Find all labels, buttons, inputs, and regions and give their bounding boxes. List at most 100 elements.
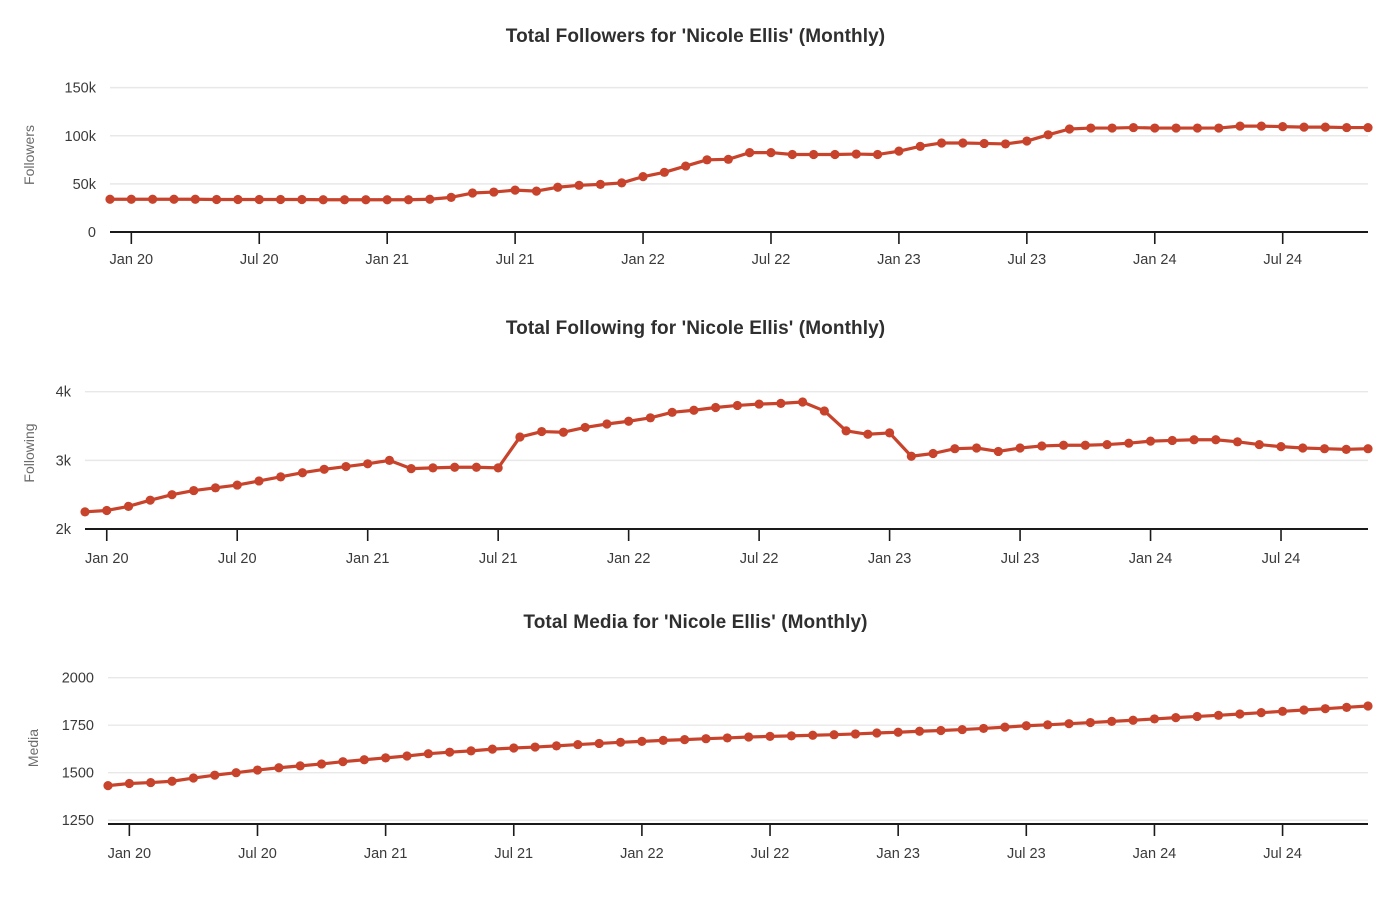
data-point[interactable] — [766, 147, 776, 158]
data-point[interactable] — [1363, 701, 1373, 711]
data-point[interactable] — [1128, 122, 1139, 133]
data-point[interactable] — [493, 463, 503, 473]
data-point[interactable] — [711, 402, 721, 413]
data-point[interactable] — [363, 459, 373, 469]
data-point[interactable] — [167, 490, 177, 500]
data-point[interactable] — [893, 727, 903, 737]
data-point[interactable] — [537, 426, 547, 437]
data-point[interactable] — [361, 195, 371, 205]
data-point[interactable] — [487, 744, 498, 754]
data-point[interactable] — [580, 422, 590, 433]
data-point[interactable] — [645, 413, 655, 423]
followers-line-chart[interactable]: 0 50k 100k 150k Followers Jan 20 Jul 20 Jan 21 J… — [0, 0, 1391, 296]
data-point[interactable] — [1107, 123, 1117, 133]
data-point[interactable] — [403, 195, 414, 205]
data-point[interactable] — [1037, 441, 1047, 451]
data-point[interactable] — [553, 182, 563, 192]
data-point[interactable] — [1342, 122, 1352, 133]
data-point[interactable] — [872, 149, 883, 160]
data-point[interactable] — [126, 194, 136, 204]
data-point[interactable] — [928, 448, 938, 459]
data-point[interactable] — [1167, 435, 1177, 446]
data-point[interactable] — [979, 138, 989, 149]
data-point[interactable] — [188, 773, 199, 783]
data-point[interactable] — [574, 180, 584, 190]
data-point[interactable] — [319, 464, 329, 474]
data-point[interactable] — [701, 734, 711, 744]
data-point[interactable] — [1064, 124, 1075, 134]
data-point[interactable] — [1192, 711, 1202, 722]
data-point[interactable] — [169, 194, 179, 204]
data-point[interactable] — [148, 194, 158, 204]
data-point[interactable] — [232, 480, 242, 490]
data-point[interactable] — [1341, 444, 1351, 454]
data-point[interactable] — [722, 733, 732, 743]
data-point[interactable] — [1299, 122, 1309, 132]
data-point[interactable] — [1214, 123, 1224, 133]
data-point[interactable] — [863, 429, 873, 439]
following-line-chart[interactable]: 2k 3k 4k Following Jan 20 Jul 20 Jan 21 Jul 21 J… — [0, 296, 1391, 592]
data-point[interactable] — [744, 732, 754, 742]
data-point[interactable] — [841, 426, 851, 436]
data-point[interactable] — [1276, 442, 1286, 452]
data-point[interactable] — [124, 778, 134, 789]
data-point[interactable] — [1058, 440, 1069, 450]
media-line-chart[interactable]: 1250 1500 1750 2000 Media Jan 20 Jul 20 Jan 21 J… — [0, 592, 1391, 917]
data-point[interactable] — [123, 501, 134, 511]
data-point[interactable] — [425, 194, 435, 204]
data-point[interactable] — [1235, 121, 1245, 131]
data-point[interactable] — [558, 427, 569, 437]
data-point[interactable] — [637, 736, 647, 746]
data-point[interactable] — [1102, 439, 1112, 450]
data-point[interactable] — [105, 194, 115, 204]
data-point[interactable] — [667, 407, 677, 417]
data-point[interactable] — [915, 141, 925, 151]
data-point[interactable] — [1000, 139, 1011, 149]
data-point[interactable] — [884, 428, 895, 438]
data-point[interactable] — [402, 751, 412, 761]
data-point[interactable] — [467, 188, 478, 198]
data-point[interactable] — [993, 446, 1003, 457]
data-point[interactable] — [1085, 717, 1095, 728]
data-point[interactable] — [530, 742, 540, 752]
data-point[interactable] — [615, 737, 626, 747]
data-point[interactable] — [297, 194, 307, 205]
data-point[interactable] — [1124, 438, 1134, 448]
data-point[interactable] — [428, 463, 438, 473]
data-point[interactable] — [1232, 437, 1243, 447]
data-point[interactable] — [515, 432, 525, 442]
data-point[interactable] — [276, 472, 286, 482]
data-point[interactable] — [297, 468, 308, 478]
data-point[interactable] — [339, 195, 350, 205]
data-point[interactable] — [1363, 122, 1373, 133]
data-point[interactable] — [1189, 435, 1199, 445]
data-point[interactable] — [466, 746, 476, 756]
data-point[interactable] — [786, 731, 796, 741]
data-point[interactable] — [914, 726, 925, 736]
data-point[interactable] — [765, 731, 775, 742]
data-point[interactable] — [659, 167, 669, 177]
data-point[interactable] — [1064, 719, 1074, 729]
data-point[interactable] — [1107, 716, 1117, 726]
data-point[interactable] — [359, 755, 369, 765]
data-point[interactable] — [689, 405, 699, 415]
data-point[interactable] — [850, 729, 861, 739]
data-point[interactable] — [950, 444, 960, 454]
data-point[interactable] — [723, 154, 733, 164]
data-point[interactable] — [1211, 435, 1221, 445]
data-point[interactable] — [446, 192, 456, 202]
data-point[interactable] — [1192, 123, 1203, 133]
data-point[interactable] — [978, 723, 989, 734]
data-point[interactable] — [573, 739, 583, 750]
data-point[interactable] — [1015, 443, 1025, 453]
data-point[interactable] — [830, 149, 840, 160]
data-point[interactable] — [338, 757, 348, 767]
data-point[interactable] — [233, 194, 243, 205]
data-point[interactable] — [936, 138, 947, 148]
data-point[interactable] — [829, 730, 839, 740]
data-point[interactable] — [1171, 123, 1181, 133]
data-point[interactable] — [1080, 440, 1090, 450]
data-point[interactable] — [341, 461, 351, 472]
data-point[interactable] — [808, 730, 818, 740]
data-point[interactable] — [489, 187, 499, 197]
